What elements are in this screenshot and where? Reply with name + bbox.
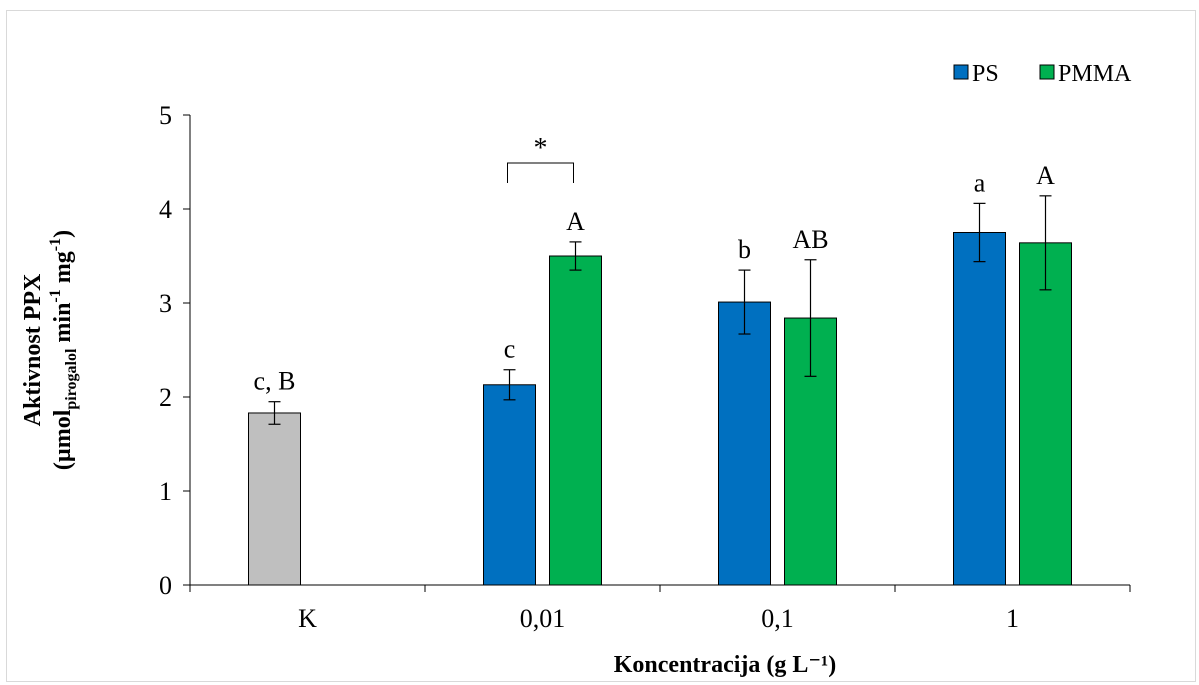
y-axis-title: Aktivnost PPX (µmolpirogalol min-1 mg-1)	[20, 230, 80, 470]
bar-ps-2	[718, 301, 771, 586]
significance-letter: a	[974, 168, 986, 197]
y-tick-label: 0	[159, 571, 172, 600]
legend: PS PMMA	[953, 61, 1132, 87]
legend-swatch-pmma	[1039, 64, 1055, 80]
bar-pmma-1	[549, 255, 602, 586]
bar-ps-0	[248, 412, 301, 586]
ylabel-sub: pirogalol	[63, 348, 80, 410]
significance-bracket: *	[507, 133, 574, 183]
y-tick-label: 5	[159, 101, 172, 130]
legend-swatch-ps	[953, 64, 969, 80]
significance-letters: c, B c b a A AB A	[254, 161, 1056, 396]
error-bars	[268, 195, 1052, 425]
x-tick-label: 0,1	[761, 604, 794, 633]
legend-label-pmma: PMMA	[1058, 61, 1132, 87]
x-tick-label: K	[298, 604, 317, 633]
significance-letter: A	[566, 207, 585, 236]
ylabel-sup2: -1	[47, 238, 64, 251]
bar-ps-3	[953, 232, 1006, 586]
y-tick-label: 1	[159, 477, 172, 506]
y-tick-label: 3	[159, 289, 172, 318]
ylabel-close: )	[50, 230, 76, 238]
y-axis-title-line1: Aktivnost PPX	[20, 273, 46, 426]
x-ticks: K 0,01 0,1 1	[189, 585, 1131, 633]
x-tick-label: 0,01	[520, 604, 566, 633]
bracket-line	[507, 162, 574, 183]
significance-star: *	[534, 133, 548, 164]
bars	[248, 232, 1072, 586]
ylabel-open: (µmol	[50, 409, 76, 470]
ylabel-mid2: mg	[50, 251, 76, 289]
y-tick-label: 4	[159, 195, 172, 224]
significance-letter: AB	[792, 225, 828, 254]
x-axis-title: Koncentracija (g L⁻¹)	[614, 652, 836, 678]
significance-letter: c	[504, 335, 516, 364]
ylabel-sup1: -1	[47, 289, 64, 302]
y-axis-title-line2: (µmolpirogalol min-1 mg-1)	[47, 230, 80, 470]
bar-ps-1	[483, 384, 536, 586]
y-ticks: 0 1 2 3 4 5	[159, 101, 190, 600]
bar-pmma-3	[1019, 242, 1072, 586]
significance-letter: c, B	[254, 367, 296, 396]
significance-letter: A	[1036, 161, 1055, 190]
legend-label-ps: PS	[972, 61, 999, 87]
ylabel-mid: min	[50, 303, 76, 349]
significance-letter: b	[738, 235, 751, 264]
x-tick-label: 1	[1006, 604, 1019, 633]
y-tick-label: 2	[159, 383, 172, 412]
